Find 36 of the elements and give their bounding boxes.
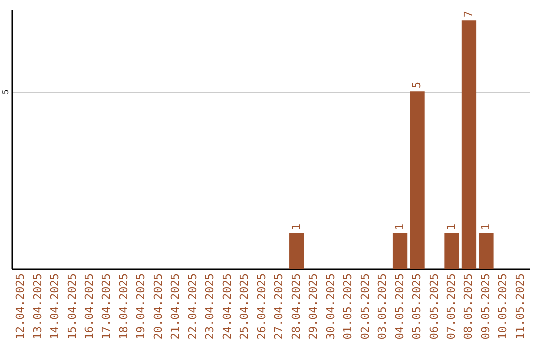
x-tick-label: 12.04.2025	[14, 274, 28, 340]
data-label: 5	[410, 82, 424, 89]
x-tick-label: 26.04.2025	[255, 274, 268, 340]
x-tick-label: 03.05.2025	[376, 274, 390, 340]
x-tick-label: 18.04.2025	[117, 274, 130, 340]
x-tick-label: 28.04.2025	[290, 274, 303, 340]
x-tick-label: 06.05.2025	[428, 274, 441, 340]
data-label: 1	[290, 224, 303, 231]
x-tick-label: 09.05.2025	[479, 274, 492, 340]
x-tick-label: 15.04.2025	[66, 274, 79, 340]
x-tick-label: 21.04.2025	[169, 274, 182, 340]
x-tick-label: 02.05.2025	[358, 274, 372, 340]
data-label: 7	[462, 11, 476, 18]
x-tick-label: 30.04.2025	[324, 274, 338, 340]
x-tick-label: 24.04.2025	[220, 274, 234, 340]
x-tick-label: 07.05.2025	[445, 274, 458, 340]
data-label: 1	[445, 224, 458, 231]
x-tick-label: 10.05.2025	[496, 274, 510, 340]
x-tick-label: 25.04.2025	[238, 274, 252, 340]
x-tick-label: 13.04.2025	[31, 274, 44, 340]
x-tick-label: 19.04.2025	[134, 274, 148, 340]
x-tick-label: 05.05.2025	[410, 274, 424, 340]
x-tick-label: 20.04.2025	[152, 274, 165, 340]
x-tick-label: 11.05.2025	[514, 274, 527, 340]
x-tick-label: 27.04.2025	[272, 274, 286, 340]
data-label: 1	[393, 224, 406, 231]
x-tick-label: 14.04.2025	[48, 274, 62, 340]
data-label: 1	[479, 224, 492, 231]
x-tick-label: 17.04.2025	[100, 274, 114, 340]
x-tick-label: 29.04.2025	[307, 274, 320, 340]
x-tick-label: 22.04.2025	[186, 274, 200, 340]
x-tick-label: 01.05.2025	[342, 274, 355, 340]
x-tick-label: 08.05.2025	[462, 274, 476, 340]
x-tick-label: 23.04.2025	[204, 274, 217, 340]
x-tick-label: 16.04.2025	[83, 274, 96, 340]
x-tick-label: 04.05.2025	[393, 274, 406, 340]
